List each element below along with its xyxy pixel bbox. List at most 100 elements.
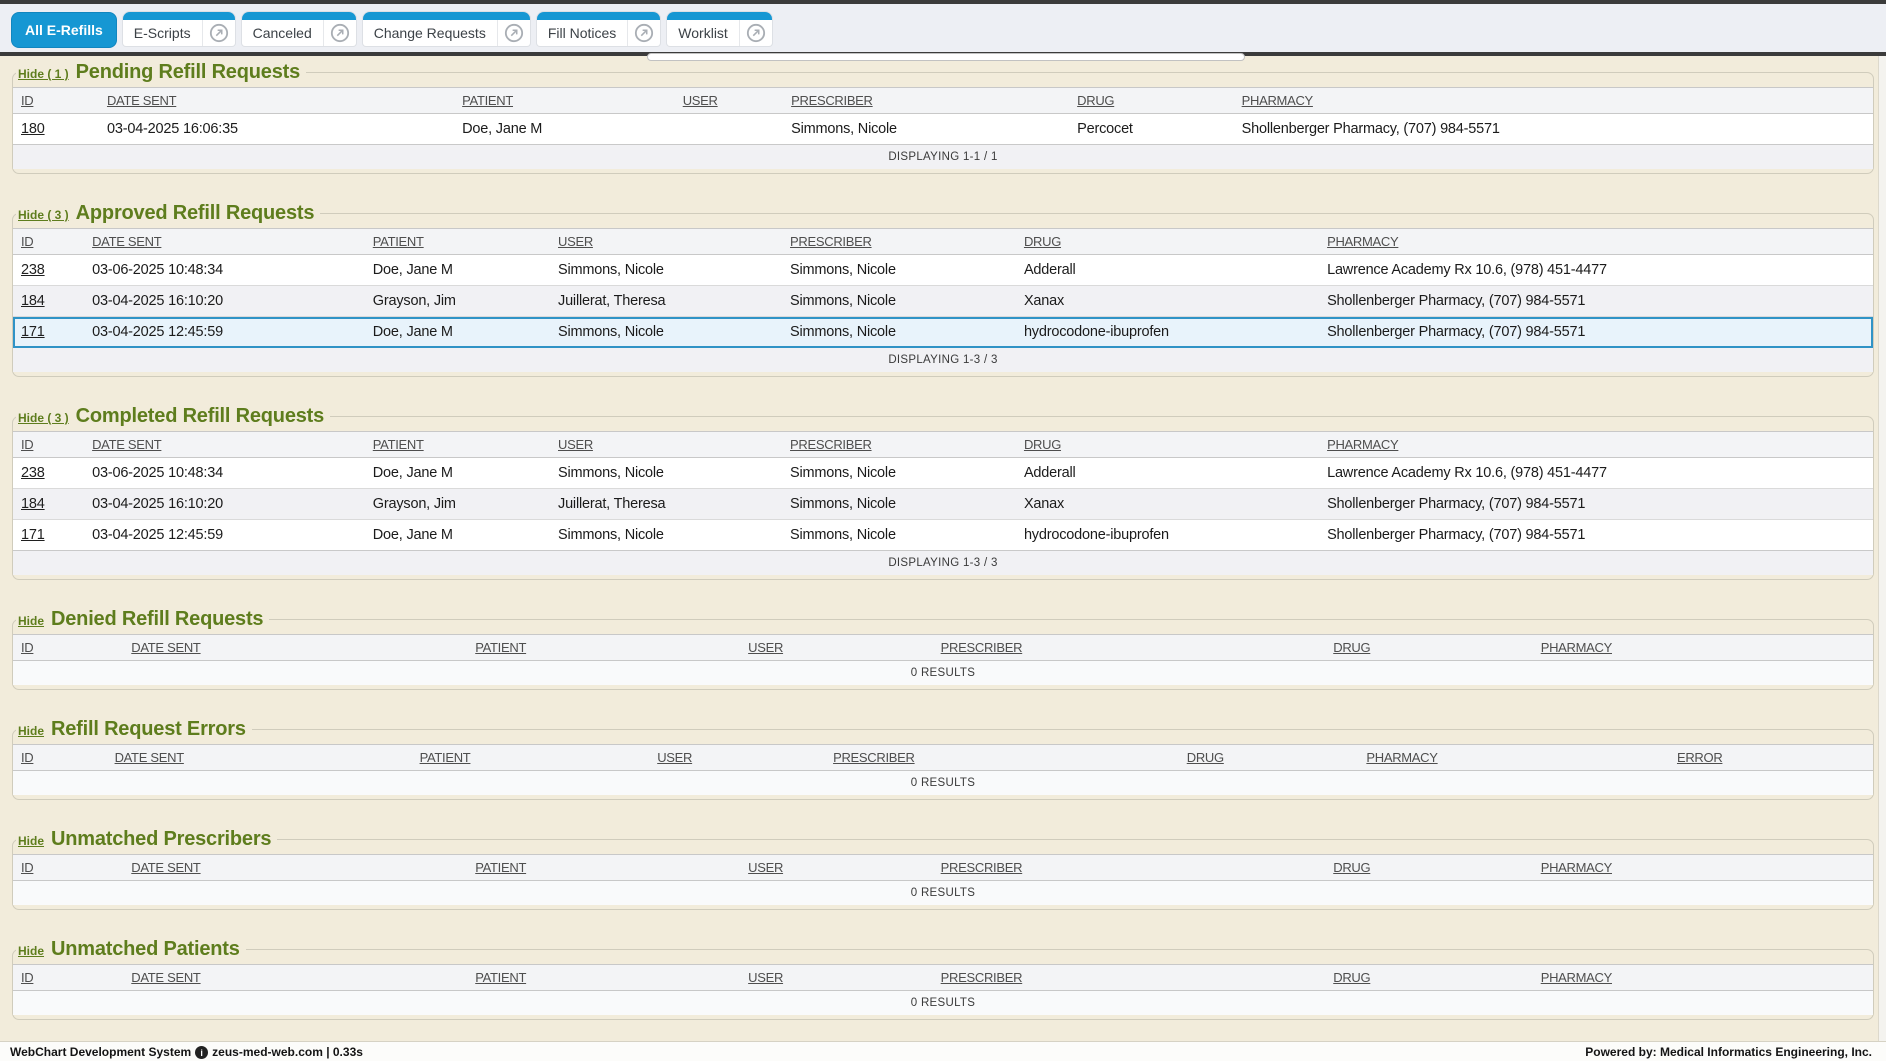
column-header-patient[interactable]: PATIENT [467,964,741,991]
header-row: ID DATE SENT PATIENT USER PRESCRIBER DRUG PHAR… [13,431,1873,458]
column-header-pharmacy[interactable]: PHARMACY [1233,87,1873,114]
column-header-id[interactable]: ID [13,634,124,661]
refill-id-link[interactable]: 238 [21,262,45,278]
column-header-id[interactable]: ID [13,87,99,114]
refill-id-link[interactable]: 180 [21,121,45,137]
external-link-icon[interactable] [496,20,530,46]
column-header-patient[interactable]: PATIENT [364,228,551,255]
table-row[interactable]: 238 03-06-2025 10:48:34 Doe, Jane M Simmons… [13,457,1873,489]
column-header-pharmacy[interactable]: PHARMACY [1532,964,1873,991]
tab-canceled[interactable]: Canceled [241,12,356,46]
column-header-pharmacy[interactable]: PHARMACY [1358,744,1669,771]
column-header-user[interactable]: USER [740,964,933,991]
column-header-prescriber[interactable]: PRESCRIBER [783,87,1070,114]
hide-toggle-link[interactable]: Hide [18,944,45,958]
column-header-patient[interactable]: PATIENT [364,431,551,458]
hide-toggle-link[interactable]: Hide [18,724,45,738]
table-row[interactable]: 184 03-04-2025 16:10:20 Grayson, Jim Juille… [13,285,1873,317]
hide-toggle-link[interactable]: Hide ( 3 ) [18,411,69,425]
cell-user: Juillerat, Theresa [550,488,783,520]
table-row-selected[interactable]: 171 03-04-2025 12:45:59 Doe, Jane M Simmons… [13,316,1873,348]
column-header-user[interactable]: USER [649,744,826,771]
external-link-icon[interactable] [201,20,235,46]
column-header-patient[interactable]: PATIENT [411,744,650,771]
tab-worklist[interactable]: Worklist [667,12,772,46]
powered-by: Powered by: Medical Informatics Engineer… [1585,1045,1872,1059]
column-header-id[interactable]: ID [13,744,107,771]
column-header-prescriber[interactable]: PRESCRIBER [782,228,1016,255]
column-header-user[interactable]: USER [550,431,783,458]
column-header-id[interactable]: ID [13,964,124,991]
column-header-patient[interactable]: PATIENT [454,87,675,114]
column-header-prescriber[interactable]: PRESCRIBER [932,854,1326,881]
column-header-date-sent[interactable]: DATE SENT [98,87,455,114]
hide-toggle-link[interactable]: Hide [18,834,45,848]
tab-all-e-refills[interactable]: All E-Refills [12,13,116,47]
system-label: WebChart Development System [10,1045,192,1059]
column-header-date-sent[interactable]: DATE SENT [123,634,468,661]
table-row[interactable]: 171 03-04-2025 12:45:59 Doe, Jane M Simmons… [13,519,1873,551]
column-header-user[interactable]: USER [740,634,933,661]
column-header-drug[interactable]: DRUG [1325,634,1533,661]
external-link-icon[interactable] [322,20,356,46]
column-header-error[interactable]: ERROR [1668,744,1873,771]
table-row[interactable]: 238 03-06-2025 10:48:34 Doe, Jane M Simmons… [13,254,1873,286]
external-link-icon[interactable] [738,20,772,46]
refill-id-link[interactable]: 184 [21,496,45,512]
column-header-date-sent[interactable]: DATE SENT [84,228,365,255]
cell-date-sent: 03-06-2025 10:48:34 [84,457,365,489]
cell-drug: hydrocodone-ibuprofen [1015,316,1320,348]
cell-user: Juillerat, Theresa [550,285,783,317]
column-header-user[interactable]: USER [550,228,783,255]
column-header-pharmacy[interactable]: PHARMACY [1319,431,1873,458]
column-header-user[interactable]: USER [740,854,933,881]
hide-toggle-link[interactable]: Hide ( 3 ) [18,208,69,222]
table-row[interactable]: 184 03-04-2025 16:10:20 Grayson, Jim Juille… [13,488,1873,520]
cell-id: 180 [13,113,99,145]
cell-pharmacy: Shollenberger Pharmacy, (707) 984-5571 [1233,113,1873,145]
column-header-date-sent[interactable]: DATE SENT [123,854,468,881]
column-header-prescriber[interactable]: PRESCRIBER [932,964,1326,991]
column-header-date-sent[interactable]: DATE SENT [123,964,468,991]
column-header-drug[interactable]: DRUG [1178,744,1359,771]
column-header-user[interactable]: USER [674,87,784,114]
column-header-drug[interactable]: DRUG [1069,87,1234,114]
column-header-drug[interactable]: DRUG [1325,854,1533,881]
tab-e-scripts[interactable]: E-Scripts [122,12,235,46]
section-legend: Hide Unmatched Patients [16,938,246,961]
tab-change-requests[interactable]: Change Requests [362,12,530,46]
column-header-pharmacy[interactable]: PHARMACY [1319,228,1873,255]
results-status-text: 0 RESULTS [13,990,1873,1015]
column-header-drug[interactable]: DRUG [1325,964,1533,991]
table-row[interactable]: 180 03-04-2025 16:06:35 Doe, Jane M Simmons… [13,113,1873,145]
external-link-icon[interactable] [627,20,660,46]
hide-toggle-link[interactable]: Hide [18,614,45,628]
column-header-prescriber[interactable]: PRESCRIBER [932,634,1326,661]
column-header-patient[interactable]: PATIENT [467,634,741,661]
column-header-pharmacy[interactable]: PHARMACY [1532,634,1873,661]
column-header-prescriber[interactable]: PRESCRIBER [825,744,1179,771]
refill-id-link[interactable]: 238 [21,465,45,481]
column-header-date-sent[interactable]: DATE SENT [84,431,365,458]
column-header-patient[interactable]: PATIENT [467,854,741,881]
cell-prescriber: Simmons, Nicole [783,113,1070,145]
refill-id-link[interactable]: 171 [21,527,45,543]
column-header-id[interactable]: ID [13,228,85,255]
tab-bar: All E-Refills E-Scripts Canceled Change … [0,0,1886,56]
refill-id-link[interactable]: 171 [21,324,45,340]
column-header-id[interactable]: ID [13,431,85,458]
column-header-pharmacy[interactable]: PHARMACY [1532,854,1873,881]
cell-pharmacy: Lawrence Academy Rx 10.6, (978) 451-4477 [1319,457,1873,489]
column-header-drug[interactable]: DRUG [1015,228,1320,255]
column-header-prescriber[interactable]: PRESCRIBER [782,431,1016,458]
refill-id-link[interactable]: 184 [21,293,45,309]
column-header-id[interactable]: ID [13,854,124,881]
scrollbar[interactable] [1878,56,1886,1041]
column-header-date-sent[interactable]: DATE SENT [106,744,412,771]
cell-drug: Xanax [1015,488,1320,520]
hide-toggle-link[interactable]: Hide ( 1 ) [18,67,69,81]
section-pending-refill-requests: Hide ( 1 ) Pending Refill Requests ID DAT… [12,61,1874,174]
column-header-drug[interactable]: DRUG [1015,431,1320,458]
tab-fill-notices[interactable]: Fill Notices [536,12,661,46]
info-icon[interactable]: i [195,1046,209,1060]
